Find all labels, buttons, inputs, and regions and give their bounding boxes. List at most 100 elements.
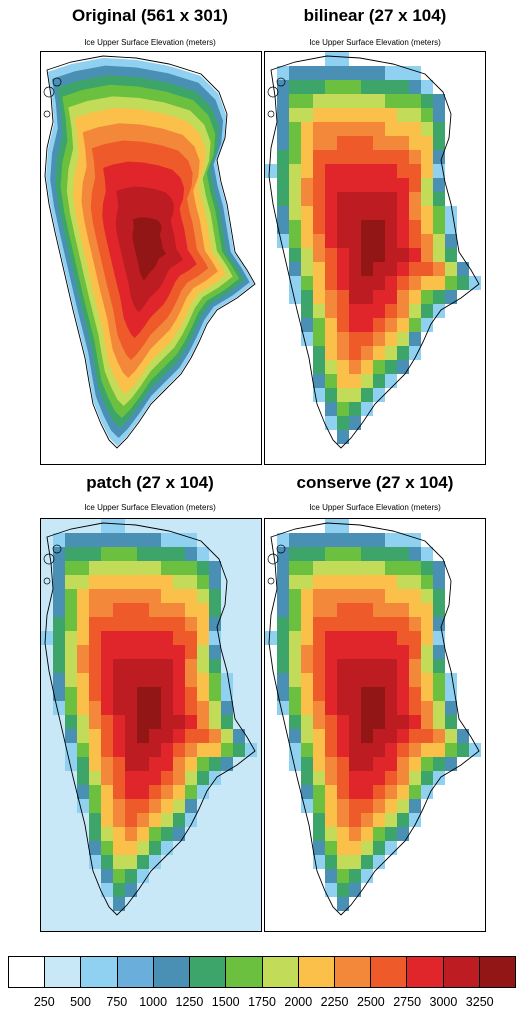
elevation-cell (233, 729, 245, 743)
elevation-cell (385, 234, 397, 248)
elevation-cell (313, 66, 325, 80)
elevation-cell (161, 701, 173, 715)
elevation-cell (185, 589, 197, 603)
elevation-cell (277, 575, 289, 589)
elevation-cell (77, 715, 89, 729)
elevation-cell (361, 757, 373, 771)
elevation-cell (221, 729, 233, 743)
elevation-cell (313, 262, 325, 276)
elevation-cell (173, 757, 185, 771)
colorbar-tick-label: 1000 (139, 995, 168, 1009)
elevation-cell (113, 575, 125, 589)
elevation-cell (289, 192, 301, 206)
elevation-cell (325, 234, 337, 248)
elevation-cell (113, 813, 125, 827)
elevation-cell (161, 589, 173, 603)
elevation-cell (397, 589, 409, 603)
elevation-cell (277, 659, 289, 673)
elevation-cell (397, 575, 409, 589)
elevation-cell (161, 561, 173, 575)
elevation-cell (113, 533, 125, 547)
elevation-cell (421, 80, 433, 94)
elevation-cell (149, 687, 161, 701)
elevation-cell (325, 785, 337, 799)
elevation-cell (349, 94, 361, 108)
elevation-cell (421, 589, 433, 603)
elevation-cell (349, 631, 361, 645)
elevation-cell (397, 304, 409, 318)
elevation-cell (361, 715, 373, 729)
elevation-cell (337, 416, 349, 430)
elevation-cell (289, 206, 301, 220)
elevation-cell (337, 645, 349, 659)
elevation-cell (325, 164, 337, 178)
elevation-cell (77, 701, 89, 715)
elevation-cell (209, 729, 221, 743)
elevation-cell (53, 645, 65, 659)
elevation-cell (89, 561, 101, 575)
elevation-cell (325, 388, 337, 402)
elevation-cell (361, 150, 373, 164)
elevation-cell (433, 122, 445, 136)
elevation-cell (373, 234, 385, 248)
elevation-cell (125, 813, 137, 827)
elevation-cell (313, 827, 325, 841)
elevation-cell (125, 617, 137, 631)
elevation-cell (289, 561, 301, 575)
elevation-cell (409, 192, 421, 206)
elevation-cell (337, 52, 349, 66)
elevation-cell (337, 533, 349, 547)
elevation-cell (409, 248, 421, 262)
elevation-cell (385, 290, 397, 304)
colorbar (8, 956, 516, 988)
elevation-cell (397, 645, 409, 659)
elevation-cell (149, 715, 161, 729)
elevation-cell (337, 332, 349, 346)
elevation-cell (421, 645, 433, 659)
elevation-cell (313, 108, 325, 122)
elevation-cell (313, 276, 325, 290)
elevation-cell (349, 785, 361, 799)
elevation-cell (337, 402, 349, 416)
elevation-cell (137, 771, 149, 785)
elevation-cell (385, 687, 397, 701)
elevation-cell (337, 150, 349, 164)
elevation-cell (289, 220, 301, 234)
elevation-cell (89, 841, 101, 855)
elevation-cell (301, 234, 313, 248)
elevation-cell (445, 248, 457, 262)
elevation-cell (445, 743, 457, 757)
elevation-cell (301, 757, 313, 771)
island-outline (267, 553, 279, 565)
elevation-cell (385, 673, 397, 687)
elevation-cell (325, 687, 337, 701)
elevation-cell (185, 771, 197, 785)
elevation-cell (433, 659, 445, 673)
elevation-cell (409, 346, 421, 360)
elevation-cell (101, 603, 113, 617)
coastline (44, 55, 256, 449)
panel-title-patch: patch (27 x 104) (86, 473, 214, 492)
elevation-cell (125, 855, 137, 869)
elevation-cell (173, 785, 185, 799)
elevation-cell (101, 715, 113, 729)
elevation-cell (385, 827, 397, 841)
elevation-cell (421, 276, 433, 290)
elevation-cell (337, 729, 349, 743)
elevation-cell (301, 262, 313, 276)
elevation-cell (185, 533, 197, 547)
elevation-cell (361, 276, 373, 290)
elevation-cell (161, 799, 173, 813)
panel-subtitle-original: Ice Upper Surface Elevation (meters) (84, 38, 216, 47)
elevation-cell (361, 743, 373, 757)
elevation-cell (337, 785, 349, 799)
elevation-cell (373, 645, 385, 659)
elevation-cell (433, 178, 445, 192)
elevation-cell (337, 673, 349, 687)
elevation-cell (89, 617, 101, 631)
elevation-cell (325, 360, 337, 374)
elevation-cell (301, 743, 313, 757)
elevation-cell (409, 631, 421, 645)
elevation-cell (373, 178, 385, 192)
elevation-cell (313, 757, 325, 771)
